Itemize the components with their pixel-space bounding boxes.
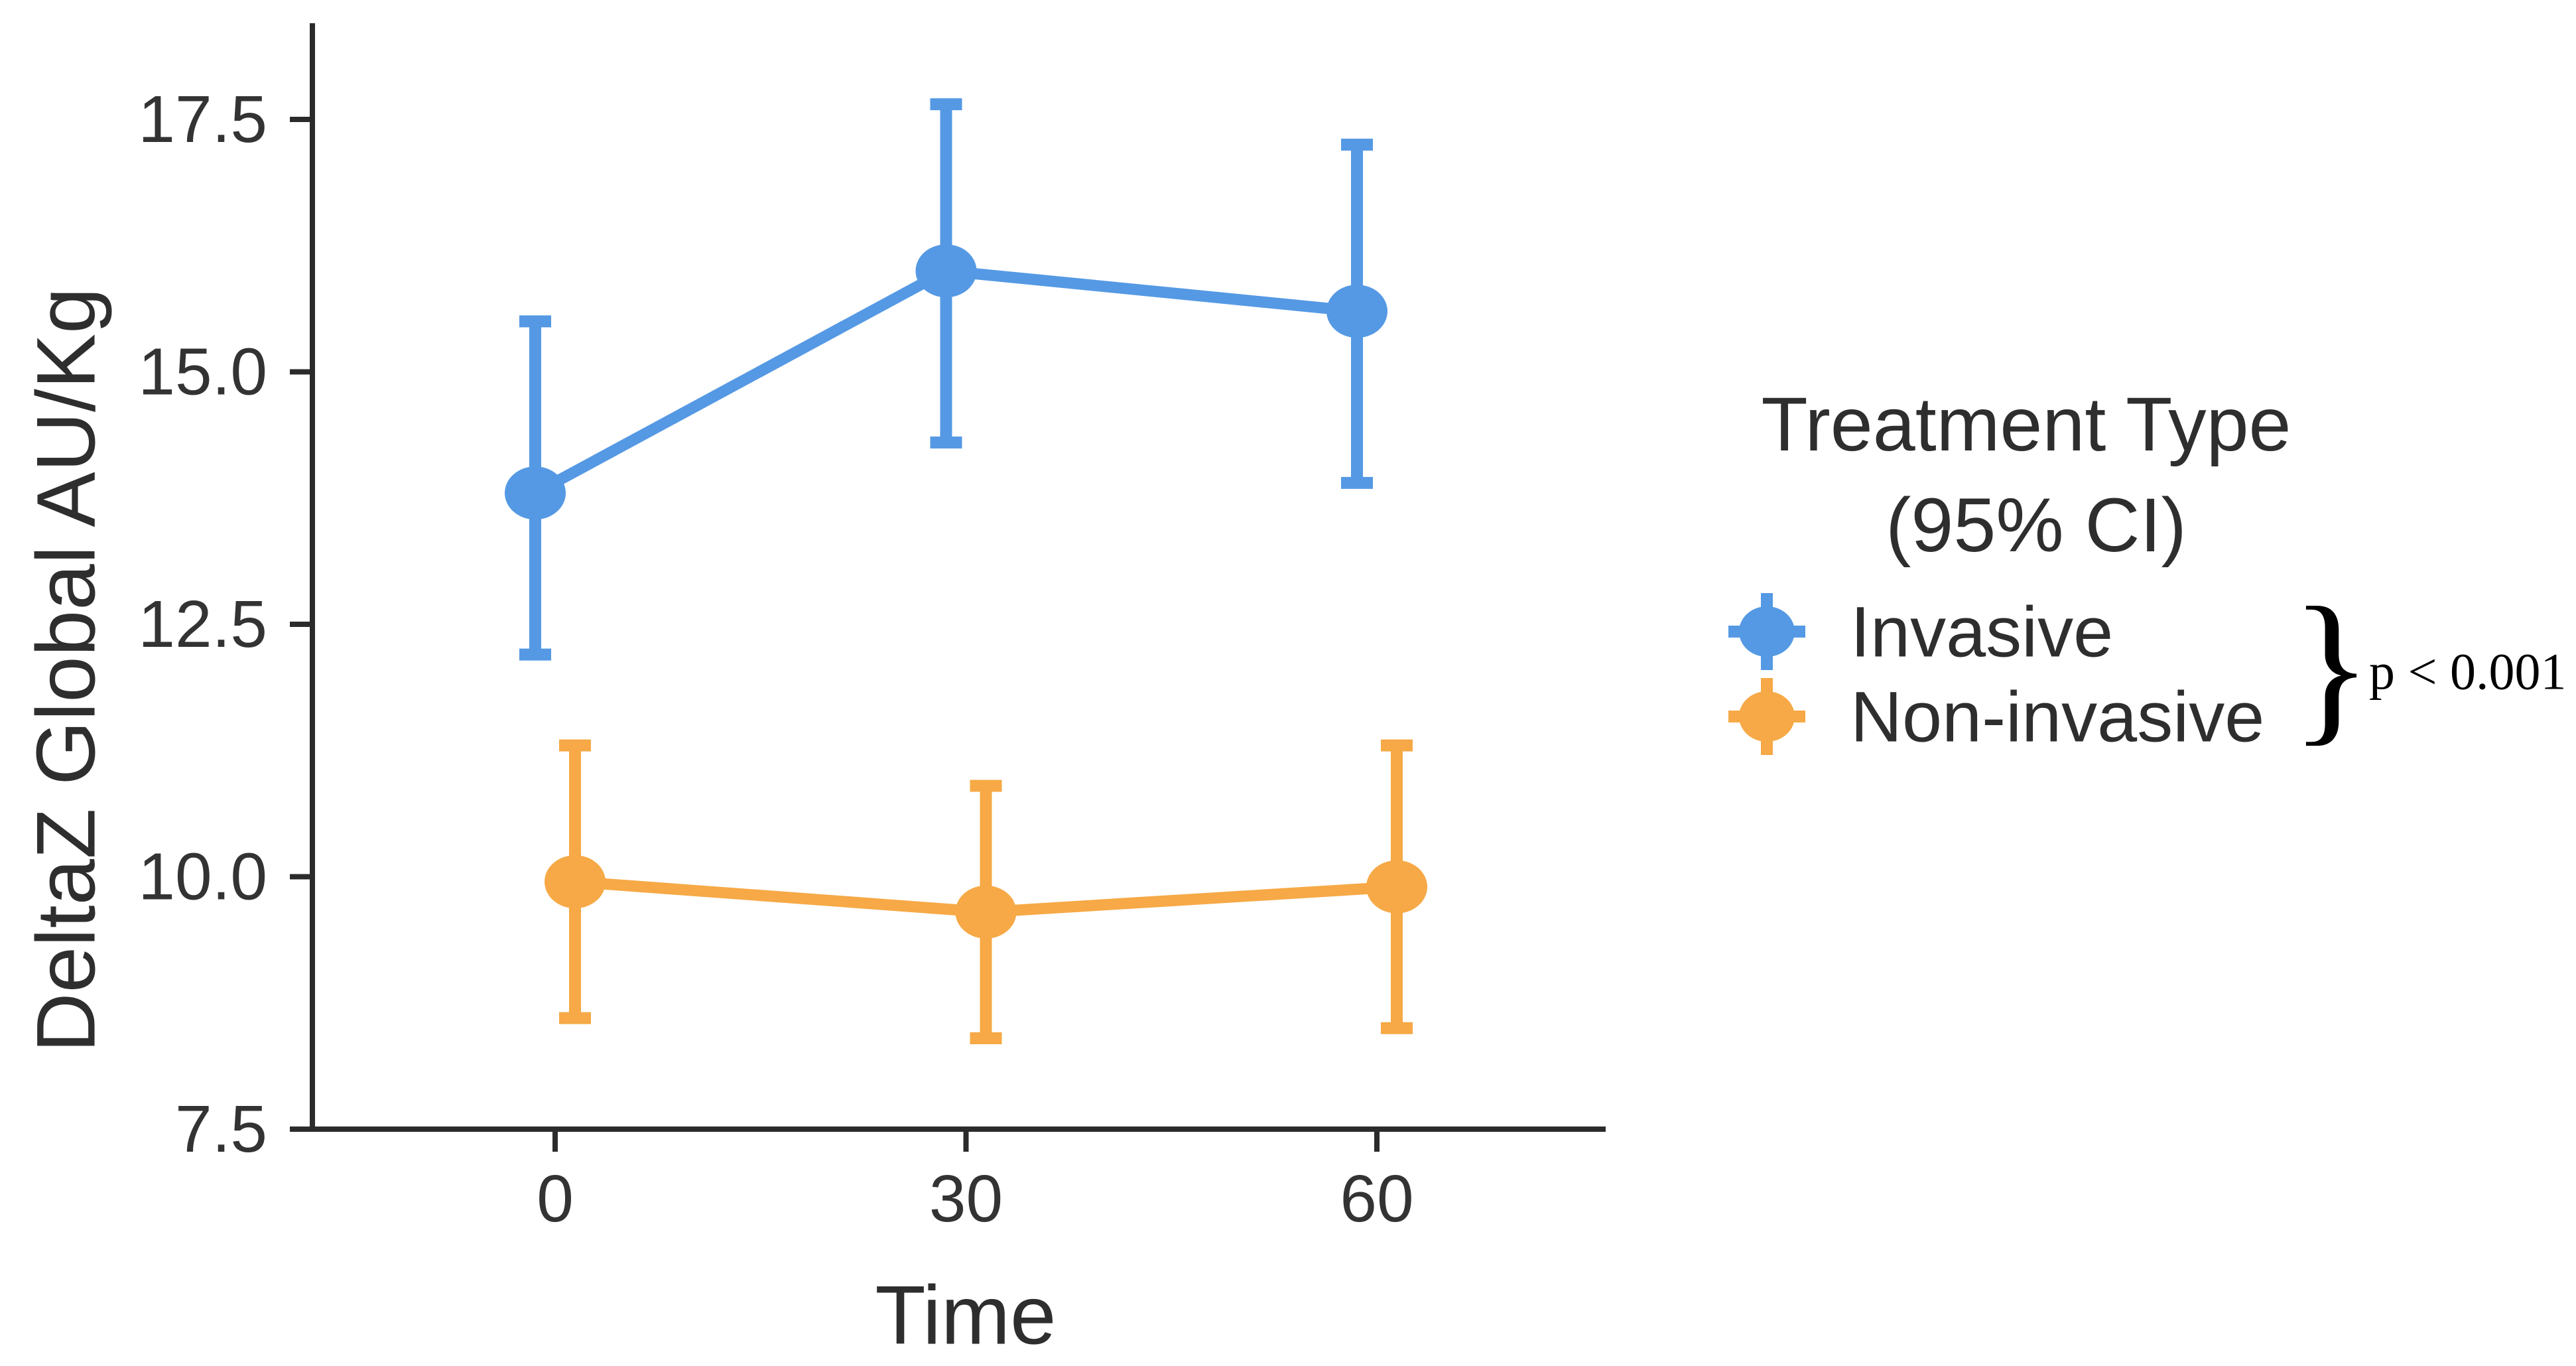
legend-key-point: [1739, 606, 1795, 657]
data-point: [1326, 285, 1387, 338]
y-tick-label: 17.5: [138, 82, 267, 157]
legend-keys: [1728, 593, 1805, 755]
x-tick-label: 30: [929, 1162, 1003, 1236]
series-layer: [505, 98, 1427, 1045]
axes-layer: 7.5 10.0 12.5 15.0 17.5 0 30 60: [138, 23, 1606, 1236]
data-point: [545, 855, 606, 909]
significance-brace: }: [2291, 573, 2372, 760]
y-tick-label: 12.5: [138, 587, 267, 661]
legend-label-non-invasive: Non-invasive: [1850, 677, 2264, 757]
significance-text: p < 0.001: [2369, 643, 2567, 701]
legend: Treatment Type (95% CI) Invasive Non-inv…: [1728, 382, 2567, 760]
x-tick-label: 60: [1340, 1162, 1413, 1236]
data-point: [505, 466, 566, 520]
x-tick-label: 0: [537, 1162, 574, 1236]
legend-key-point: [1739, 691, 1795, 742]
data-point: [955, 885, 1017, 939]
series-invasive: [505, 98, 1387, 661]
legend-label-invasive: Invasive: [1850, 592, 2113, 672]
y-tick-label: 10.0: [138, 840, 267, 914]
y-axis-title: DeltaZ Global AU/Kg: [21, 287, 113, 1052]
x-axis-title: Time: [875, 1270, 1056, 1362]
legend-key-invasive: [1728, 593, 1805, 670]
data-point: [1366, 860, 1427, 914]
data-point: [915, 244, 977, 298]
legend-title-line1: Treatment Type: [1762, 382, 2291, 467]
y-tick-label: 15.0: [138, 335, 267, 409]
series-non-invasive: [545, 739, 1427, 1045]
y-tick-label: 7.5: [175, 1092, 267, 1166]
legend-title-line2: (95% CI): [1886, 483, 2187, 568]
legend-key-non-invasive: [1728, 678, 1805, 755]
